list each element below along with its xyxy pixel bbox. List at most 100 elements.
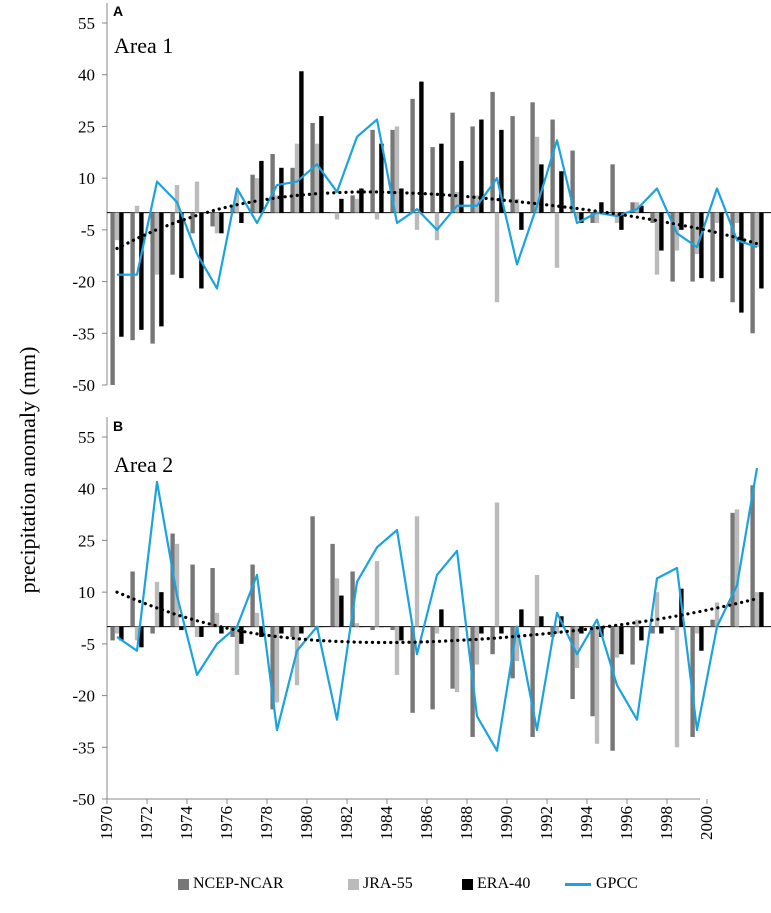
bar-era-40 [379, 626, 384, 628]
x-tick-label: 1980 [297, 806, 316, 840]
bar-ncep-ncar [450, 112, 455, 213]
bar-ncep-ncar [430, 147, 435, 213]
bar-jra-55 [614, 626, 620, 658]
bar-jra-55 [614, 212, 620, 223]
bar-jra-55 [554, 626, 560, 634]
y-tick-label: -50 [72, 790, 95, 809]
panel-b: 55 40 25 10 -5 -20 -35 -50 [72, 417, 771, 809]
bar-era-40 [299, 71, 304, 213]
bar-ncep-ncar [570, 150, 575, 213]
bar-ncep-ncar [210, 568, 215, 627]
bar-era-40 [139, 212, 144, 330]
x-tick-label: 1976 [217, 806, 236, 840]
bar-era-40 [419, 626, 424, 628]
bar-jra-55 [734, 212, 740, 223]
bar-ncep-ncar [130, 212, 135, 341]
bar-ncep-ncar [290, 167, 295, 213]
bar-jra-55 [494, 212, 500, 303]
bar-ncep-ncar [390, 626, 395, 631]
y-tick-label: -35 [72, 324, 95, 343]
bar-era-40 [439, 609, 444, 627]
bar-ncep-ncar [650, 626, 655, 634]
bar-era-40 [319, 626, 324, 628]
bar-jra-55 [294, 143, 300, 213]
bar-ncep-ncar [410, 626, 415, 713]
x-tick-label: 1990 [497, 806, 516, 840]
trend-line [115, 190, 759, 251]
bar-jra-55 [574, 626, 580, 668]
legend-swatch-ncep-ncar [178, 878, 189, 890]
bar-jra-55 [434, 212, 440, 241]
legend-swatch-era-40 [462, 878, 473, 890]
bar-jra-55 [754, 212, 760, 248]
bar-era-40 [459, 160, 464, 213]
bar-jra-55 [574, 212, 580, 220]
x-tick-label: 1996 [617, 806, 636, 840]
bar-ncep-ncar [730, 212, 735, 303]
bar-era-40 [299, 626, 304, 634]
bar-ncep-ncar [270, 154, 275, 213]
y-tick-label: 10 [78, 169, 95, 188]
bar-ncep-ncar [690, 212, 695, 282]
bar-era-40 [639, 626, 644, 641]
x-tick-label: 1982 [337, 806, 356, 840]
bar-jra-55 [234, 626, 240, 675]
bar-ncep-ncar [670, 626, 675, 631]
legend-item-ncep-ncar: NCEP-NCAR [178, 872, 284, 896]
bar-ncep-ncar [250, 174, 255, 213]
bar-era-40 [719, 626, 724, 628]
bar-era-40 [699, 212, 704, 279]
bar-era-40 [219, 626, 224, 634]
bar-era-40 [719, 212, 724, 279]
bar-jra-55 [714, 602, 720, 627]
bar-era-40 [339, 595, 344, 627]
bar-era-40 [279, 167, 284, 213]
bar-ncep-ncar [710, 619, 715, 627]
y-axis-label: precipitation anomaly (mm) [15, 346, 40, 594]
bar-era-40 [519, 609, 524, 627]
bar-jra-55 [294, 626, 300, 686]
bar-ncep-ncar [490, 91, 495, 213]
bar-jra-55 [114, 626, 120, 634]
bar-jra-55 [354, 198, 360, 213]
bar-jra-55 [234, 191, 240, 213]
legend: NCEP-NCAR JRA-55 ERA-40 GPCC [0, 872, 771, 896]
legend-item-gpcc: GPCC [565, 872, 638, 896]
y-tick-label: -5 [81, 221, 95, 240]
bar-jra-55 [214, 212, 220, 234]
bar-ncep-ncar [350, 195, 355, 213]
bar-jra-55 [474, 626, 480, 665]
bar-jra-55 [314, 143, 320, 213]
y-tick-label: 55 [78, 428, 95, 447]
x-tick-label: 1978 [257, 806, 276, 840]
bar-ncep-ncar [110, 626, 115, 641]
bar-era-40 [659, 212, 664, 251]
bar-jra-55 [354, 623, 360, 627]
bar-era-40 [179, 212, 184, 279]
bar-era-40 [159, 212, 164, 327]
bar-ncep-ncar [590, 212, 595, 223]
x-tick-label: 1970 [97, 806, 116, 840]
bar-era-40 [679, 212, 684, 230]
bar-jra-55 [714, 212, 720, 223]
y-tick-label: -35 [72, 738, 95, 757]
bar-era-40 [259, 626, 264, 637]
bar-era-40 [239, 626, 244, 644]
bar-ncep-ncar [270, 626, 275, 710]
bar-jra-55 [694, 626, 700, 634]
bar-ncep-ncar [750, 485, 755, 627]
bar-ncep-ncar [210, 212, 215, 227]
bar-ncep-ncar [170, 212, 175, 275]
bar-jra-55 [654, 592, 660, 627]
legend-label-era-40: ERA-40 [477, 875, 531, 892]
x-tick-label: 1992 [537, 806, 556, 840]
bar-ncep-ncar [470, 126, 475, 213]
x-axis: 1970 1972 1974 1976 1978 1980 1982 1984 1986 1988… [97, 798, 716, 840]
y-tick-label: 10 [78, 583, 95, 602]
x-tick-label: 1998 [657, 806, 676, 840]
bar-era-40 [119, 626, 124, 641]
bar-jra-55 [174, 543, 180, 627]
bar-ncep-ncar [530, 626, 535, 737]
bar-era-40 [359, 188, 364, 213]
